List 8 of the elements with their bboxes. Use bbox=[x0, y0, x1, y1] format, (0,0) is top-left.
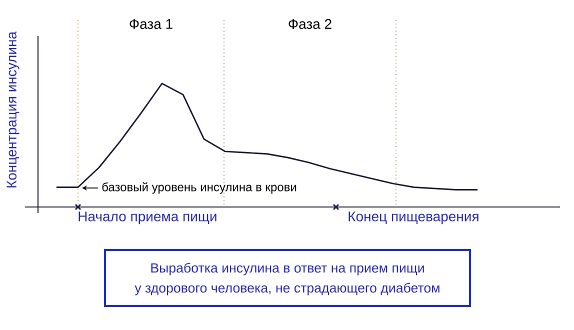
text: Конец пищеварения bbox=[348, 212, 478, 224]
y-axis-title: Концентрация инсулина bbox=[6, 31, 20, 188]
text: Фаза 2 bbox=[288, 19, 332, 29]
text: Начало приема пищи bbox=[78, 212, 216, 224]
text: Фаза 1 bbox=[130, 19, 172, 29]
text: Выработка инсулина в ответ на прием пищи bbox=[151, 262, 424, 276]
text: у здорового человека, не страдающего диабетом bbox=[134, 282, 440, 296]
annotation: базовый уровень инсулина в крови bbox=[102, 182, 296, 194]
